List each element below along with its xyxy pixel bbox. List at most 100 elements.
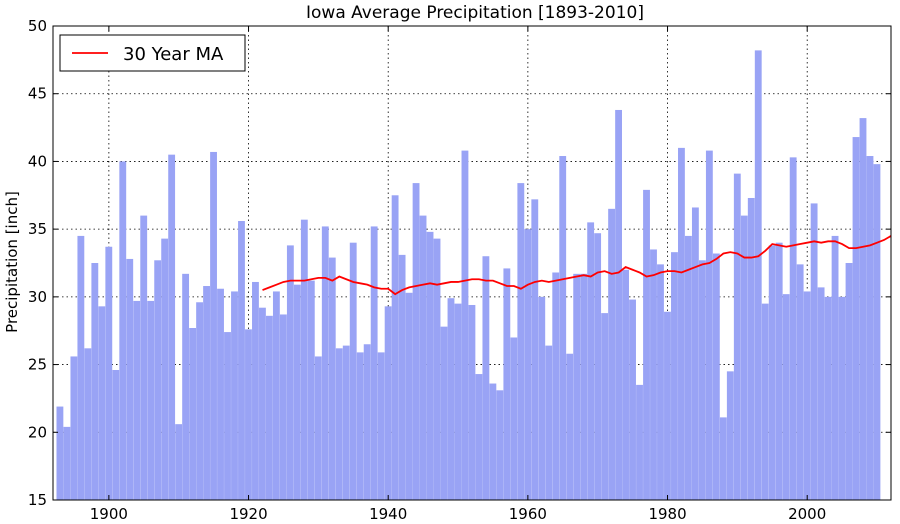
precip-bar [300,219,308,501]
precip-bar [133,300,141,500]
precip-bar [56,406,64,500]
precip-bar [377,352,385,500]
precip-bar [307,280,315,500]
precip-bar [419,215,427,500]
legend: 30 Year MA [59,34,246,72]
precip-bar [601,313,609,500]
precip-bar [684,235,692,500]
precip-bar [63,426,71,500]
precip-bar [824,296,832,500]
precip-bar [594,233,602,500]
precip-bar [70,356,78,500]
precip-bar [852,137,860,500]
precip-bar [810,203,818,500]
moving-average-line [262,235,892,296]
precip-bar [433,238,441,500]
x-tick-label: 1960 [509,505,547,523]
precip-bar [314,356,322,500]
precip-bar [426,231,434,500]
plot-frame [52,25,892,501]
y-tick-label: 25 [28,356,47,374]
precip-bar [210,151,217,500]
precip-bar [217,288,224,500]
precip-bar [580,273,588,500]
precip-bar [761,303,769,500]
precip-bar [279,314,287,500]
precip-bar [503,268,511,500]
precip-bar [91,263,99,500]
y-tick-label: 45 [28,85,47,103]
precip-bar [224,332,231,500]
precip-bar [566,353,574,500]
legend-label: 30 Year MA [123,44,224,65]
precip-bar [496,390,504,500]
precip-bar [636,384,643,500]
precip-bar [356,352,364,500]
precip-bar [866,156,874,501]
precip-bar [545,345,553,500]
precip-bar [587,222,595,500]
precip-bar [733,173,741,501]
precip-bar [370,226,378,501]
precip-bar [203,286,210,500]
precip-bar [629,299,636,500]
precip-bar [789,157,797,500]
precip-bar [705,150,713,500]
precip-bar [77,235,85,500]
precip-bar [671,252,678,500]
precip-bar [252,281,259,500]
precip-bar [461,150,469,500]
y-axis-label: Precipitation [inch] [3,191,21,333]
precip-bar [831,235,839,500]
x-tick-label: 1900 [90,505,128,523]
precip-bar [838,296,846,500]
precip-bar [726,371,734,500]
precip-bar [454,303,462,500]
precip-bar [398,254,406,500]
precip-bar [412,183,420,500]
precip-bar [538,296,546,500]
precip-bar [328,257,336,500]
precip-bar [691,207,699,500]
x-tick-label: 1940 [369,505,407,523]
y-tick-label: 15 [28,491,47,509]
precip-bar [747,197,755,500]
precip-bar [510,337,518,500]
precip-bar [321,226,329,501]
precip-bar [98,306,106,500]
precip-bar [105,246,113,500]
precip-bar [482,256,490,500]
precip-bar [559,156,567,501]
precip-bar [335,348,343,500]
precip-bar [678,147,685,500]
precip-bar [657,264,664,500]
precip-bar [664,311,671,500]
precip-bar [168,154,176,500]
precip-bar [796,264,804,500]
precip-bar [768,245,776,500]
precip-bar [196,302,204,500]
precip-bar [845,263,853,500]
precip-bar [293,284,301,500]
precip-bar [650,249,657,500]
precip-bar [608,208,616,501]
precip-bar [175,424,183,500]
precip-bar [245,329,252,500]
x-tick-label: 1920 [229,505,267,523]
precip-bar [112,369,120,500]
precip-bar [84,348,92,500]
precip-bar [363,344,371,500]
precip-bar [712,253,720,500]
precip-bar [643,189,650,500]
precip-bar [154,260,162,500]
precip-bar [803,291,811,500]
precip-bar [259,307,266,500]
precip-bar [859,118,867,500]
precip-bar [817,287,825,500]
precip-bar [517,183,525,500]
precip-bar [475,374,483,500]
y-tick-label: 50 [28,17,47,35]
bar-series [56,50,881,501]
precip-bar [524,229,532,500]
